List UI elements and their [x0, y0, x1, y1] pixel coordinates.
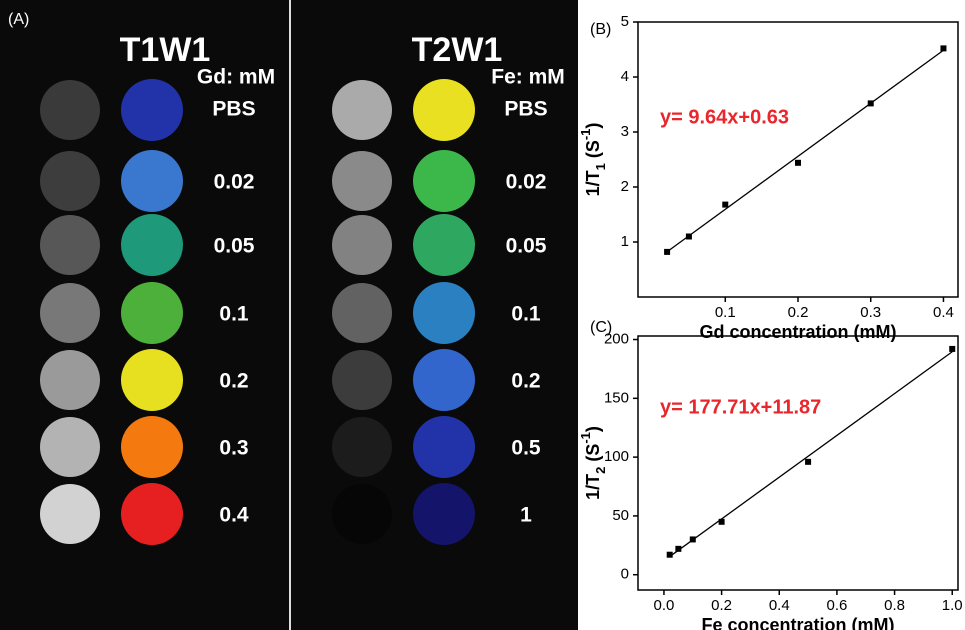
x-axis-label: Fe concentration (mM) [701, 615, 894, 630]
color-sample [121, 483, 183, 545]
y-axis-label-part: -1 [578, 432, 593, 444]
y-tick-label: 2 [621, 178, 629, 195]
concentration-label: 1 [520, 504, 532, 527]
concentration-label: 0.2 [511, 370, 540, 393]
y-axis-label-part: ) [583, 123, 603, 129]
x-tick-label: 0.1 [715, 304, 736, 321]
panel-label: (B) [590, 21, 611, 38]
y-axis-label-part: (S [583, 444, 603, 467]
image-title: T2W1 [412, 31, 503, 69]
concentration-label: 0.05 [214, 235, 255, 258]
gray-sample [332, 484, 392, 544]
gray-sample [40, 80, 100, 140]
color-sample [413, 483, 475, 545]
concentration-label: PBS [212, 98, 255, 121]
fit-equation: y= 9.64x+0.63 [660, 106, 789, 128]
gray-sample [40, 417, 100, 477]
color-sample [121, 282, 183, 344]
data-point [686, 234, 692, 240]
y-axis-label-part: (S [583, 140, 603, 163]
color-sample [121, 416, 183, 478]
gray-sample [40, 484, 100, 544]
fit-line [667, 50, 943, 251]
color-sample [121, 150, 183, 212]
x-tick-label: 0.4 [933, 304, 954, 321]
gray-sample [40, 283, 100, 343]
x-tick-label: 1.0 [942, 597, 963, 614]
gray-sample [40, 151, 100, 211]
data-point [868, 100, 874, 106]
fit-equation: y= 177.71x+11.87 [660, 396, 821, 418]
y-axis-label-part: 1 [593, 163, 608, 170]
image-title: T1W1 [120, 31, 211, 69]
concentration-label: 0.02 [214, 171, 255, 194]
figure: (A)T1W1Gd: mMPBS0.020.050.10.20.30.4T2W1… [0, 0, 965, 630]
data-point [805, 459, 811, 465]
color-sample [121, 214, 183, 276]
concentration-label: PBS [504, 98, 547, 121]
data-point [664, 249, 670, 255]
data-point [667, 552, 673, 558]
concentration-label: 0.4 [219, 504, 249, 527]
y-axis-label: 1/T1 (S-1) [578, 123, 608, 197]
x-tick-label: 0.6 [826, 597, 847, 614]
y-axis-label-part: 1/T [583, 170, 603, 196]
y-tick-label: 1 [621, 233, 629, 250]
unit-label: Fe: mM [491, 66, 565, 89]
concentration-label: 0.05 [506, 235, 547, 258]
data-point [675, 546, 681, 552]
concentration-label: 0.02 [506, 171, 547, 194]
data-point [690, 536, 696, 542]
y-tick-label: 4 [621, 68, 629, 85]
color-sample [413, 150, 475, 212]
plot-frame [638, 22, 958, 297]
fit-line [670, 352, 953, 557]
x-tick-label: 0.8 [884, 597, 905, 614]
y-tick-label: 5 [621, 13, 629, 30]
x-axis-label: Gd concentration (mM) [700, 322, 897, 342]
panel-label: (A) [8, 11, 29, 28]
color-sample [413, 79, 475, 141]
concentration-label: 0.1 [511, 303, 541, 326]
gray-sample [40, 215, 100, 275]
color-sample [413, 214, 475, 276]
gray-sample [40, 350, 100, 410]
y-tick-label: 0 [621, 566, 629, 583]
color-sample [413, 282, 475, 344]
x-tick-label: 0.0 [654, 597, 675, 614]
color-sample [121, 79, 183, 141]
color-sample [413, 416, 475, 478]
y-tick-label: 3 [621, 123, 629, 140]
y-tick-label: 50 [612, 507, 629, 524]
y-axis-label-part: 1/T [583, 474, 603, 500]
data-point [719, 519, 725, 525]
gray-sample [332, 151, 392, 211]
data-point [795, 160, 801, 166]
x-tick-label: 0.3 [860, 304, 881, 321]
data-point [940, 45, 946, 51]
x-tick-label: 0.2 [788, 304, 809, 321]
y-axis-label-part: -1 [578, 129, 593, 141]
color-sample [413, 349, 475, 411]
data-point [949, 346, 955, 352]
y-axis-label-part: ) [583, 426, 603, 432]
gray-sample [332, 80, 392, 140]
concentration-label: 0.1 [219, 303, 249, 326]
gray-sample [332, 215, 392, 275]
gray-sample [332, 283, 392, 343]
x-tick-label: 0.2 [711, 597, 732, 614]
concentration-label: 0.3 [219, 437, 248, 460]
y-tick-label: 100 [604, 448, 629, 465]
data-point [722, 202, 728, 208]
unit-label: Gd: mM [197, 66, 275, 89]
color-sample [121, 349, 183, 411]
concentration-label: 0.5 [511, 437, 541, 460]
gray-sample [332, 417, 392, 477]
concentration-label: 0.2 [219, 370, 248, 393]
y-tick-label: 150 [604, 389, 629, 406]
y-axis-label-part: 2 [593, 467, 608, 474]
gray-sample [332, 350, 392, 410]
x-tick-label: 0.4 [769, 597, 790, 614]
y-tick-label: 200 [604, 330, 629, 347]
